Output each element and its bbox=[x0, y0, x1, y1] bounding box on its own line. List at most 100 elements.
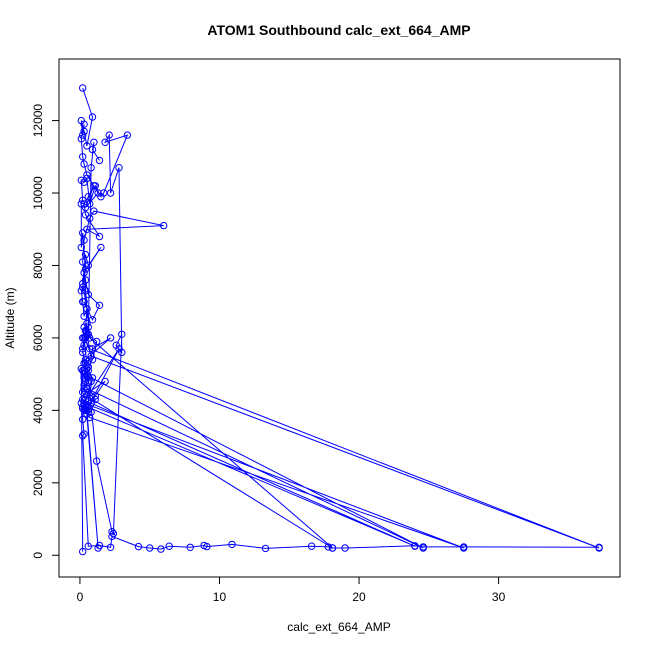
data-point bbox=[79, 388, 87, 396]
data-point bbox=[341, 544, 349, 552]
data-point bbox=[228, 540, 236, 549]
data-point bbox=[88, 113, 97, 121]
data-point bbox=[77, 243, 86, 252]
data-point bbox=[93, 337, 101, 346]
data-point bbox=[261, 544, 270, 553]
data-point bbox=[112, 341, 120, 349]
data-point bbox=[79, 345, 87, 353]
data-point bbox=[91, 395, 100, 404]
data-point bbox=[81, 203, 90, 212]
y-tick-label: 0 bbox=[31, 552, 45, 559]
data-point bbox=[84, 290, 93, 299]
data-point bbox=[77, 116, 86, 125]
data-point bbox=[79, 395, 87, 404]
data-point bbox=[77, 135, 86, 143]
data-point bbox=[419, 543, 427, 551]
plot-layer bbox=[77, 84, 603, 556]
data-point bbox=[101, 138, 109, 147]
y-tick-label: 8000 bbox=[31, 252, 45, 279]
data-point bbox=[160, 221, 168, 230]
data-point bbox=[109, 529, 118, 538]
data-point bbox=[83, 403, 91, 411]
x-axis-label: calc_ext_664_AMP bbox=[287, 620, 390, 634]
data-point bbox=[79, 196, 87, 205]
data-point bbox=[95, 156, 104, 165]
data-point bbox=[88, 374, 97, 382]
data-point bbox=[87, 377, 95, 386]
data-point bbox=[86, 200, 94, 208]
x-axis: 0 10 20 30 bbox=[77, 576, 506, 604]
data-point bbox=[81, 395, 90, 404]
y-tick-label: 4000 bbox=[31, 397, 45, 424]
data-point bbox=[79, 366, 87, 375]
data-point bbox=[115, 164, 123, 172]
data-point bbox=[79, 415, 87, 424]
data-point bbox=[460, 543, 468, 551]
data-point bbox=[91, 182, 100, 190]
data-point bbox=[77, 287, 86, 295]
data-point bbox=[95, 301, 104, 309]
data-point bbox=[307, 542, 316, 550]
data-point bbox=[106, 189, 115, 197]
data-point bbox=[87, 352, 95, 360]
data-point bbox=[79, 547, 87, 556]
data-point bbox=[97, 243, 105, 252]
data-point bbox=[88, 145, 97, 154]
data-point bbox=[79, 131, 87, 139]
data-point bbox=[123, 131, 132, 139]
data-point bbox=[80, 430, 88, 438]
x-tick-label: 10 bbox=[213, 590, 227, 604]
y-tick-label: 10000 bbox=[31, 176, 45, 210]
data-point bbox=[86, 345, 94, 353]
data-point bbox=[77, 200, 86, 208]
data-point bbox=[108, 528, 116, 536]
data-point bbox=[83, 305, 91, 313]
data-point bbox=[165, 542, 173, 550]
data-point bbox=[79, 432, 87, 440]
data-point bbox=[80, 323, 88, 331]
data-point bbox=[328, 544, 337, 552]
data-point bbox=[79, 153, 87, 161]
data-point bbox=[93, 457, 101, 465]
data-point bbox=[81, 276, 90, 284]
data-point bbox=[77, 176, 86, 185]
data-point bbox=[106, 543, 115, 551]
data-point bbox=[81, 211, 90, 219]
data-point bbox=[411, 542, 419, 550]
data-point bbox=[79, 404, 87, 413]
x-tick-label: 30 bbox=[492, 590, 506, 604]
data-point bbox=[79, 258, 87, 266]
chart-title: ATOM1 Southbound calc_ext_664_AMP bbox=[207, 22, 470, 38]
data-point bbox=[324, 543, 332, 551]
data-point bbox=[86, 334, 94, 342]
data-point bbox=[84, 542, 93, 550]
data-point bbox=[81, 265, 90, 273]
data-point bbox=[80, 381, 88, 389]
data-point bbox=[146, 544, 154, 552]
y-axis: 0 2000 4000 6000 8000 10000 12000 bbox=[31, 104, 60, 559]
data-point bbox=[186, 543, 194, 551]
data-point bbox=[80, 160, 88, 168]
data-point bbox=[80, 374, 88, 382]
data-point bbox=[79, 298, 87, 306]
data-point bbox=[105, 131, 113, 139]
data-point bbox=[80, 384, 88, 393]
data-point bbox=[134, 542, 143, 551]
data-point bbox=[79, 334, 87, 342]
data-point bbox=[83, 142, 91, 150]
data-point bbox=[101, 377, 109, 386]
y-tick-label: 12000 bbox=[31, 104, 45, 138]
data-point bbox=[79, 283, 87, 291]
data-point bbox=[84, 366, 93, 375]
series-line bbox=[80, 133, 600, 550]
data-point bbox=[80, 359, 88, 367]
data-point bbox=[79, 84, 87, 92]
y-tick-label: 2000 bbox=[31, 469, 45, 496]
data-point bbox=[595, 543, 603, 551]
data-point bbox=[80, 127, 88, 136]
data-point bbox=[90, 138, 98, 147]
data-point bbox=[200, 541, 208, 550]
